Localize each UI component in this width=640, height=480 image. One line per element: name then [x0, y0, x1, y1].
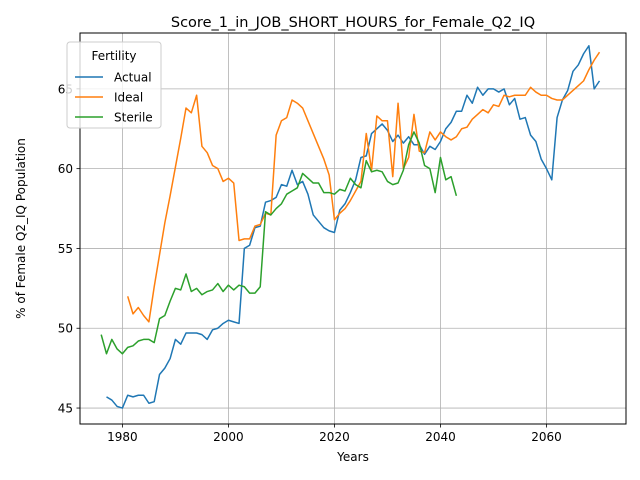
x-tick-label: 2000: [213, 430, 244, 444]
legend-box: [66, 41, 162, 129]
x-axis-title: Years: [336, 450, 369, 464]
legend-entries: Actual Ideal Sterile: [75, 71, 153, 125]
series-line-sterile: [100, 131, 458, 355]
series-line-ideal: [126, 51, 601, 323]
x-tick-label: 2020: [319, 430, 350, 444]
y-tick-label: 45: [58, 402, 73, 416]
y-tick-label: 55: [58, 242, 73, 256]
grid-lines: [80, 33, 626, 424]
y-tick-label: 60: [58, 162, 73, 176]
x-tick-label: 2040: [425, 430, 456, 444]
x-tick-label: 1980: [107, 430, 138, 444]
legend: Fertility Actual Ideal Sterile: [66, 41, 162, 129]
x-axis: 1980 2000 2020 2040 2060: [107, 424, 562, 444]
y-axis-title: % of Female Q2_IQ Population: [14, 138, 28, 319]
plot-frame: [79, 32, 627, 425]
series-line-actual: [106, 45, 601, 409]
chart-title: Score_1_in_JOB_SHORT_HOURS_for_Female_Q2…: [171, 15, 535, 31]
legend-label-sterile: Sterile: [114, 111, 153, 125]
legend-label-ideal: Ideal: [114, 91, 143, 105]
x-tick-label: 2060: [531, 430, 562, 444]
legend-label-actual: Actual: [114, 71, 152, 85]
series-layer: [100, 45, 601, 409]
legend-title: Fertility: [91, 49, 136, 63]
y-tick-label: 50: [58, 322, 73, 336]
